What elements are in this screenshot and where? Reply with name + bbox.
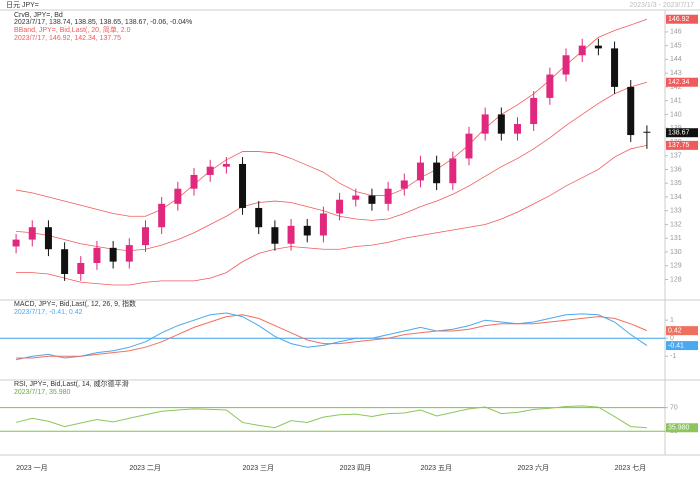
- last-price-tag: 138.67: [668, 130, 690, 137]
- candle-body: [271, 227, 279, 244]
- candle-body: [384, 188, 392, 204]
- bollinger-band: [16, 81, 648, 252]
- y-tick-label: 143: [670, 70, 682, 77]
- candle-body: [255, 207, 263, 228]
- candle-body: [287, 225, 295, 244]
- last-value-tag-bg: [666, 341, 698, 351]
- candle-body: [12, 239, 20, 247]
- y-tick-label: 136: [670, 166, 682, 173]
- panel-subtitle: 2023/7/17, 35.980: [14, 389, 71, 396]
- last-price-tag-bg: [666, 128, 698, 138]
- last-value-tag: 0.42: [668, 327, 682, 334]
- candle-body: [174, 188, 182, 204]
- candle-body: [222, 163, 230, 167]
- candle-body: [594, 45, 602, 49]
- panel-subtitle: 2023/7/17, -0.41, 0.42: [14, 309, 83, 316]
- panel-title: RSI, JPY=, Bid,Last(, 14, 威尔德平滑: [14, 379, 129, 388]
- last-value-tag-bg: [666, 140, 698, 150]
- y-tick-label: 135: [670, 180, 682, 187]
- candle-body: [303, 225, 311, 236]
- x-tick-label: 2023 四月: [340, 464, 372, 472]
- x-tick-label: 2023 五月: [420, 464, 452, 472]
- y-tick-label: 140: [670, 111, 682, 118]
- x-tick-label: 2023 二月: [129, 464, 161, 472]
- y-tick-label: 132: [670, 221, 682, 228]
- candle-body: [578, 45, 586, 56]
- y-tick-label: 146: [670, 29, 682, 36]
- indicator-line: [15, 405, 647, 429]
- last-value-tag: 137.75: [668, 142, 690, 149]
- y-tick-label: 145: [670, 42, 682, 49]
- y-tick-label: 144: [670, 56, 682, 63]
- overlay-subtitle: 2023/7/17, 146.92, 142.34, 137.75: [14, 35, 121, 42]
- y-tick-label: 129: [670, 263, 682, 270]
- y-tick-label: 137: [670, 153, 682, 160]
- y-tick-label: 130: [670, 249, 682, 256]
- y-tick-label: 131: [670, 235, 682, 242]
- candle-body: [562, 55, 570, 75]
- candle-body: [158, 203, 166, 228]
- indicator-line: [16, 314, 648, 359]
- candle-body: [28, 227, 36, 240]
- candle-body: [44, 227, 52, 250]
- candle-body: [61, 249, 69, 274]
- candle-body: [368, 195, 376, 204]
- y-tick-label: 141: [670, 98, 682, 105]
- x-tick-label: 2023 六月: [518, 463, 550, 472]
- y-tick-label: 133: [670, 208, 682, 215]
- candle-body: [239, 163, 247, 208]
- y-tick-label: 128: [670, 276, 682, 283]
- candle-body: [416, 162, 424, 181]
- candle-body: [433, 162, 441, 184]
- date-range: 2023/1/3 - 2023/7/17: [629, 2, 694, 9]
- last-value-tag-bg: [666, 423, 698, 433]
- symbol: 日元 JPY=: [6, 1, 39, 9]
- x-tick-label: 2023 七月: [615, 463, 647, 472]
- x-tick-label: 2023 一月: [16, 464, 48, 472]
- y-tick-label: 70: [670, 404, 678, 411]
- panel-subtitle: 2023/7/17, 138.74, 138.85, 138.65, 138.6…: [14, 19, 192, 26]
- candle-body: [109, 247, 117, 262]
- last-value-tag-bg: [666, 14, 698, 24]
- last-value-tag: 146.92: [668, 16, 690, 23]
- candle-body: [190, 174, 198, 189]
- panel-title: MACD, JPY=, Bid,Last(, 12, 26, 9, 指数: [14, 299, 136, 308]
- candle-body: [530, 97, 538, 125]
- panel-title: CrvB, JPY=, Bd: [14, 12, 63, 19]
- candle-body: [449, 158, 457, 184]
- last-value-tag: 35.980: [668, 425, 690, 432]
- candle-body: [481, 114, 489, 134]
- candle-body: [336, 199, 344, 214]
- last-value-tag: -0.41: [668, 342, 684, 349]
- candle-body: [77, 262, 85, 274]
- candle-body: [611, 48, 619, 87]
- candle-body: [497, 114, 505, 134]
- candle-body: [400, 180, 408, 189]
- last-value-tag-bg: [666, 326, 698, 336]
- y-tick-label: 1: [670, 317, 674, 324]
- candle-body: [141, 227, 149, 246]
- candle-body: [352, 195, 360, 200]
- candle-body: [627, 86, 635, 136]
- candle-body: [93, 247, 101, 263]
- candle-body: [206, 166, 214, 175]
- y-tick-label: 0: [670, 335, 674, 342]
- last-value-tag-bg: [666, 77, 698, 87]
- x-tick-label: 2023 三月: [243, 464, 275, 472]
- candle-body: [465, 133, 473, 159]
- y-tick-label: 134: [670, 194, 682, 201]
- bollinger-band: [16, 18, 648, 217]
- bollinger-band: [16, 144, 647, 286]
- y-tick-label: 142: [670, 84, 682, 91]
- last-value-tag: 142.34: [668, 79, 690, 86]
- overlay-title: BBand, JPY=, Bid,Last(, 20, 简单, 2.0: [14, 25, 131, 34]
- candle-body: [546, 74, 554, 98]
- y-tick-label: -1: [670, 353, 676, 360]
- candle-body: [125, 245, 133, 262]
- candle-body: [514, 124, 522, 134]
- candle-body: [643, 131, 651, 133]
- candle-body: [319, 213, 327, 236]
